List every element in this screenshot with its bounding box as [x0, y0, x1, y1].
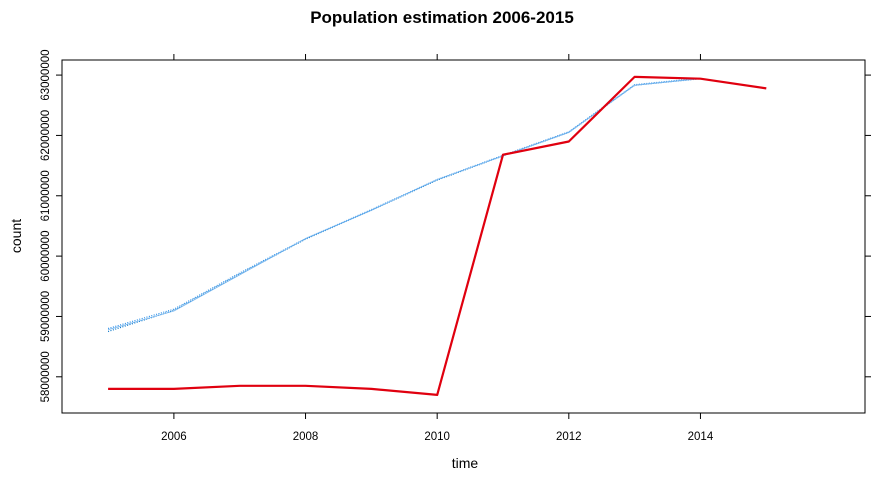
series-line — [107, 77, 701, 330]
y-tick-label: 60000000 — [40, 231, 52, 282]
x-tick-label: 2010 — [424, 431, 450, 443]
x-tick-label: 2012 — [556, 431, 582, 443]
y-tick-label: 63000000 — [40, 49, 52, 100]
series-layer — [107, 75, 767, 396]
plot-frame — [61, 59, 866, 414]
x-tick-label: 2014 — [688, 431, 714, 443]
y-tick-label: 59000000 — [40, 291, 52, 342]
series-line — [107, 78, 701, 333]
series-line — [108, 75, 767, 396]
x-axis: 2006 2008 2010 2012 2014 — [161, 54, 714, 443]
series-line — [107, 78, 701, 331]
x-tick-label: 2008 — [293, 431, 319, 443]
y-axis-title: count — [8, 219, 24, 253]
y-tick-label: 62000000 — [40, 110, 52, 161]
y-tick-label: 61000000 — [40, 170, 52, 221]
x-tick-label: 2006 — [161, 431, 187, 443]
chart-title: Population estimation 2006-2015 — [310, 8, 574, 27]
y-axis: 58000000 59000000 60000000 61000000 62000000… — [40, 49, 871, 402]
x-axis-title: time — [452, 455, 479, 471]
y-tick-label: 58000000 — [40, 351, 52, 402]
